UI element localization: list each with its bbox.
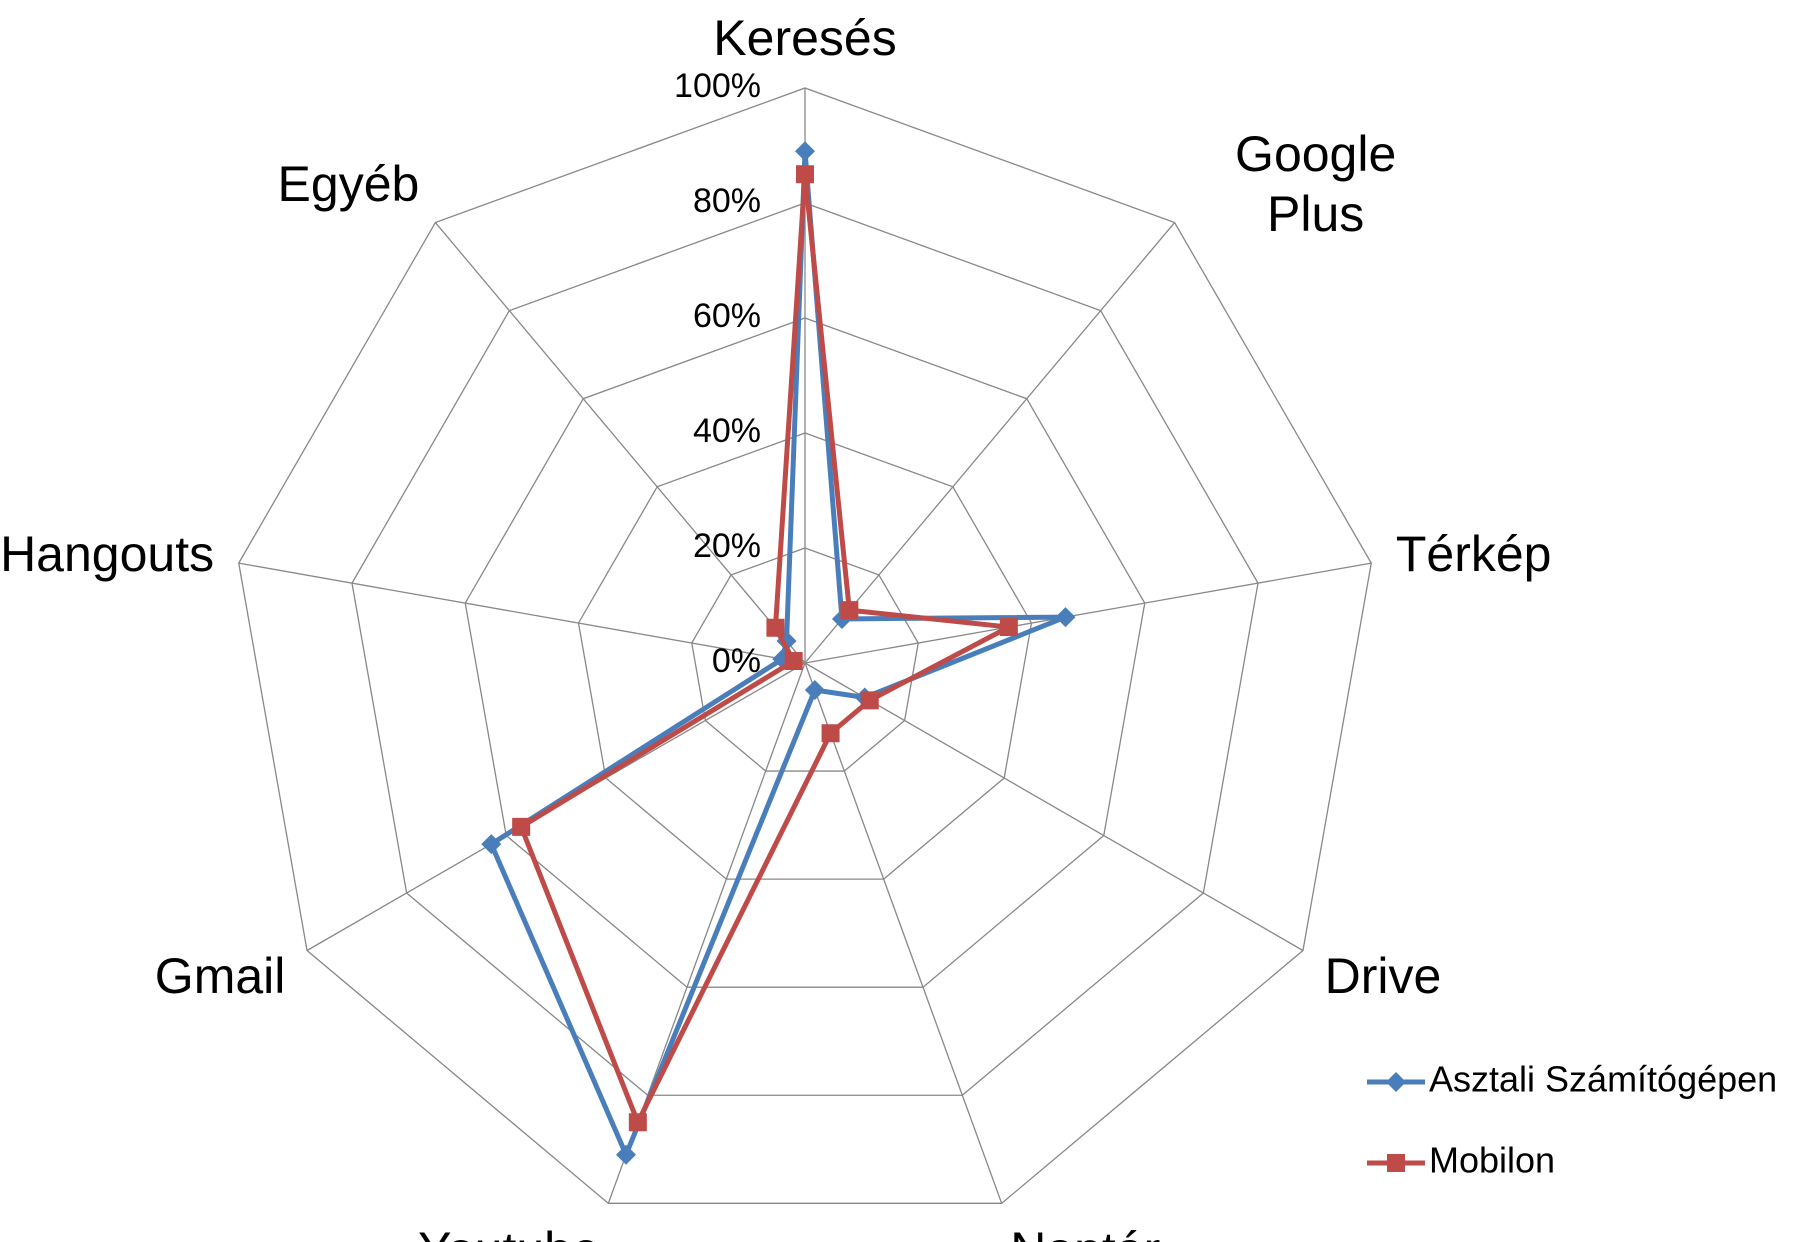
marker xyxy=(784,652,803,671)
marker xyxy=(481,834,502,855)
spoke xyxy=(804,222,1176,664)
spoke xyxy=(804,562,1372,664)
spoke xyxy=(238,562,806,664)
r-tick-label: 80% xyxy=(693,182,761,220)
spoke xyxy=(804,662,1304,952)
category-label: Gmail xyxy=(154,947,286,1004)
category-label: Hangouts xyxy=(0,526,215,583)
grid-ring xyxy=(464,317,1146,988)
spoke xyxy=(434,222,806,664)
series-line xyxy=(518,171,1012,1125)
category-label: Naptár xyxy=(1010,1220,1160,1242)
marker xyxy=(795,141,815,162)
category-label: Drive xyxy=(1324,947,1442,1004)
spoke xyxy=(804,662,1003,1204)
category-label: Egyéb xyxy=(277,156,420,213)
category-label: Keresés xyxy=(713,10,897,66)
marker xyxy=(840,601,859,620)
r-tick-label: 60% xyxy=(693,297,761,335)
grid-ring xyxy=(351,202,1259,1096)
series-line xyxy=(488,148,1068,1158)
grid-ring xyxy=(577,432,1033,880)
legend-label: Asztali Számítógépen xyxy=(1429,1059,1777,1100)
r-tick-label: 100% xyxy=(674,67,761,105)
marker xyxy=(999,618,1018,637)
marker xyxy=(628,1113,647,1132)
category-label: Térkép xyxy=(1395,526,1552,583)
grid-ring xyxy=(691,547,919,772)
legend-label: Mobilon xyxy=(1429,1140,1555,1181)
r-tick-label: 20% xyxy=(693,527,761,565)
grid-ring xyxy=(238,87,1372,1204)
marker xyxy=(860,691,879,710)
marker xyxy=(512,817,531,836)
category-label: Google Plus xyxy=(1235,126,1397,243)
r-tick-label: 0% xyxy=(712,642,761,680)
legend-marker xyxy=(1386,1072,1406,1092)
legend-marker xyxy=(1387,1154,1405,1172)
category-label: Youtube xyxy=(418,1220,600,1242)
marker xyxy=(1055,607,1076,628)
r-tick-label: 40% xyxy=(693,412,761,450)
marker xyxy=(616,1144,637,1165)
marker xyxy=(821,724,840,743)
marker xyxy=(766,618,785,637)
marker xyxy=(804,680,825,701)
marker xyxy=(796,165,814,184)
